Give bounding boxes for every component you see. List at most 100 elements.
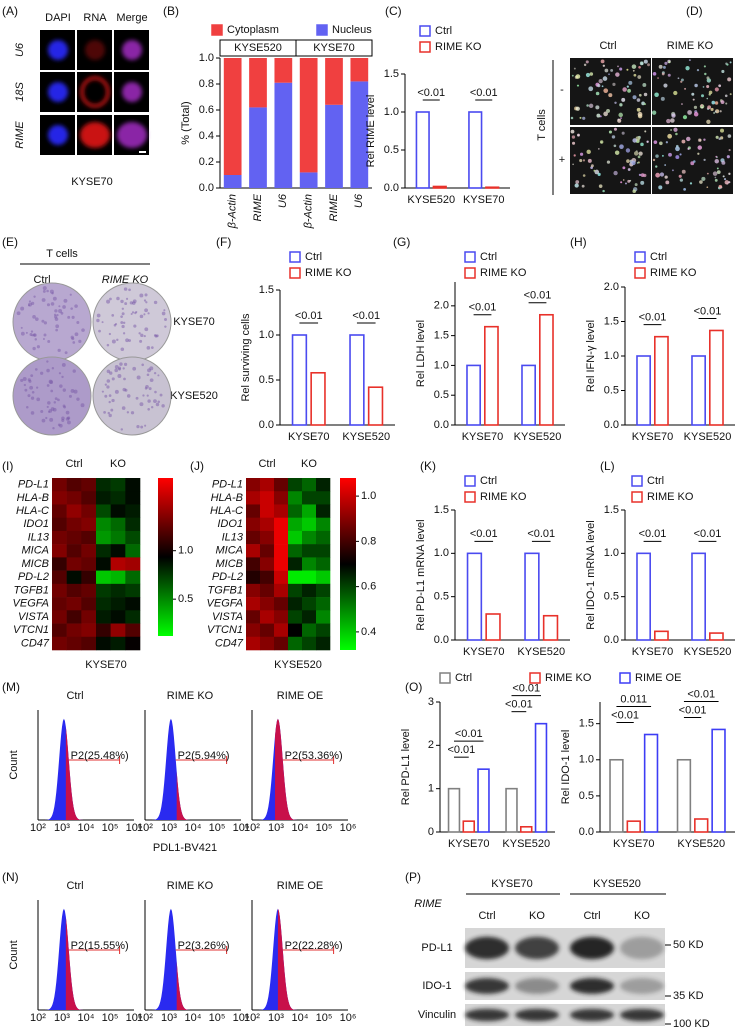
cell-dot <box>639 174 642 176</box>
cell-dot <box>602 76 608 81</box>
cell-dot <box>599 140 604 144</box>
panel-label: (A) <box>2 4 18 18</box>
band <box>570 1008 614 1022</box>
row-label: MICB <box>216 558 244 570</box>
column-label: KO <box>110 458 126 470</box>
cell-dot <box>643 59 648 64</box>
cell-dot <box>581 184 585 188</box>
cell-dot <box>652 72 657 76</box>
heat-cell <box>96 570 111 585</box>
panel-label: (I) <box>2 459 13 473</box>
cell-dot <box>575 106 580 111</box>
legend-label: RIME KO <box>650 267 697 279</box>
cell-dot <box>689 182 693 185</box>
cell-dot <box>720 128 725 133</box>
cell-dot <box>625 182 627 185</box>
colony <box>122 332 126 335</box>
heat-cell <box>274 597 289 611</box>
heat-cell <box>52 597 67 611</box>
colony <box>139 293 144 298</box>
p-value: <0.01 <box>639 528 667 540</box>
cell-dot <box>594 169 600 175</box>
colorbar <box>158 478 173 636</box>
y-tick-label: 0.5 <box>604 384 619 396</box>
heat-cell <box>316 517 331 532</box>
heat-cell <box>81 583 97 598</box>
heat-cell <box>288 597 303 611</box>
y-tick-label: 3 <box>428 696 434 708</box>
p-value: <0.01 <box>694 528 722 540</box>
legend-label: RIME OE <box>635 672 681 684</box>
x-tick-label: β-Actin <box>227 194 239 229</box>
cell-dot <box>655 154 659 158</box>
cell-dot <box>572 141 576 145</box>
colony <box>96 318 100 323</box>
heat-cell <box>66 491 82 505</box>
column-label: Ctrl <box>65 458 82 470</box>
y-tick-label: 0.4 <box>199 130 214 142</box>
colony <box>136 375 141 380</box>
cell-dot <box>647 63 650 67</box>
heat-cell <box>260 623 275 638</box>
x-axis-label: PDL1-BV421 <box>153 842 217 854</box>
x-tick-label: KYSE520 <box>677 838 725 850</box>
colony <box>43 333 47 337</box>
colony <box>59 384 63 388</box>
colony <box>130 411 135 415</box>
legend-label: RIME KO <box>647 491 694 503</box>
cell-dot <box>596 113 601 118</box>
heat-cell <box>66 583 82 598</box>
heat-cell <box>302 491 317 505</box>
x-tick-label: 10⁵ <box>316 822 333 834</box>
row-label: KYSE520 <box>170 390 218 402</box>
colorbar-tick-label: 0.5 <box>178 593 193 605</box>
colony <box>140 333 144 337</box>
row-label: MICB <box>22 558 50 570</box>
colony <box>107 411 110 415</box>
heat-cell <box>302 504 317 518</box>
cell-dot <box>706 119 711 124</box>
row-label: HLA-C <box>16 505 49 517</box>
heat-cell <box>125 478 141 492</box>
colony <box>98 329 101 333</box>
row-label: IDO1 <box>217 518 243 530</box>
cell-dot <box>714 176 717 179</box>
cell-dot <box>582 174 586 177</box>
cell-dot <box>570 116 574 120</box>
cell-dot <box>726 155 730 159</box>
panel-label: (K) <box>420 459 436 473</box>
y-axis-label: Rel IDO-1 level <box>560 730 572 805</box>
heat-cell <box>110 491 126 505</box>
cell-dot <box>621 97 626 102</box>
heat-cell <box>96 530 111 545</box>
gate-label: P2(5.94%) <box>178 750 230 762</box>
legend-label: Nucleus <box>332 24 372 36</box>
legend-swatch <box>439 672 451 684</box>
colony <box>41 418 46 423</box>
colony <box>153 399 157 404</box>
cell-dot <box>640 173 645 177</box>
colony <box>159 393 163 397</box>
legend-swatch <box>634 267 646 279</box>
panel-label: (G) <box>393 235 410 249</box>
colony <box>124 302 128 306</box>
cell-dot <box>721 160 726 165</box>
panel-label: (D) <box>686 4 703 18</box>
x-tick-label: 10³ <box>268 822 284 834</box>
cell-dot <box>673 127 678 132</box>
colony <box>16 311 21 316</box>
cell-dot <box>671 113 676 118</box>
colony <box>106 379 111 383</box>
cell-dot <box>691 92 695 96</box>
colony <box>136 425 140 429</box>
cell-dot <box>579 159 583 163</box>
heat-cell <box>96 597 111 611</box>
marker-label: 35 KD <box>673 990 704 1002</box>
heat-cell <box>96 623 111 638</box>
colony <box>120 315 123 318</box>
p-value: <0.01 <box>470 87 498 99</box>
heat-cell <box>288 610 303 624</box>
cell-dot <box>665 180 670 185</box>
heat-cell <box>246 623 261 638</box>
cell-dot <box>573 154 576 157</box>
